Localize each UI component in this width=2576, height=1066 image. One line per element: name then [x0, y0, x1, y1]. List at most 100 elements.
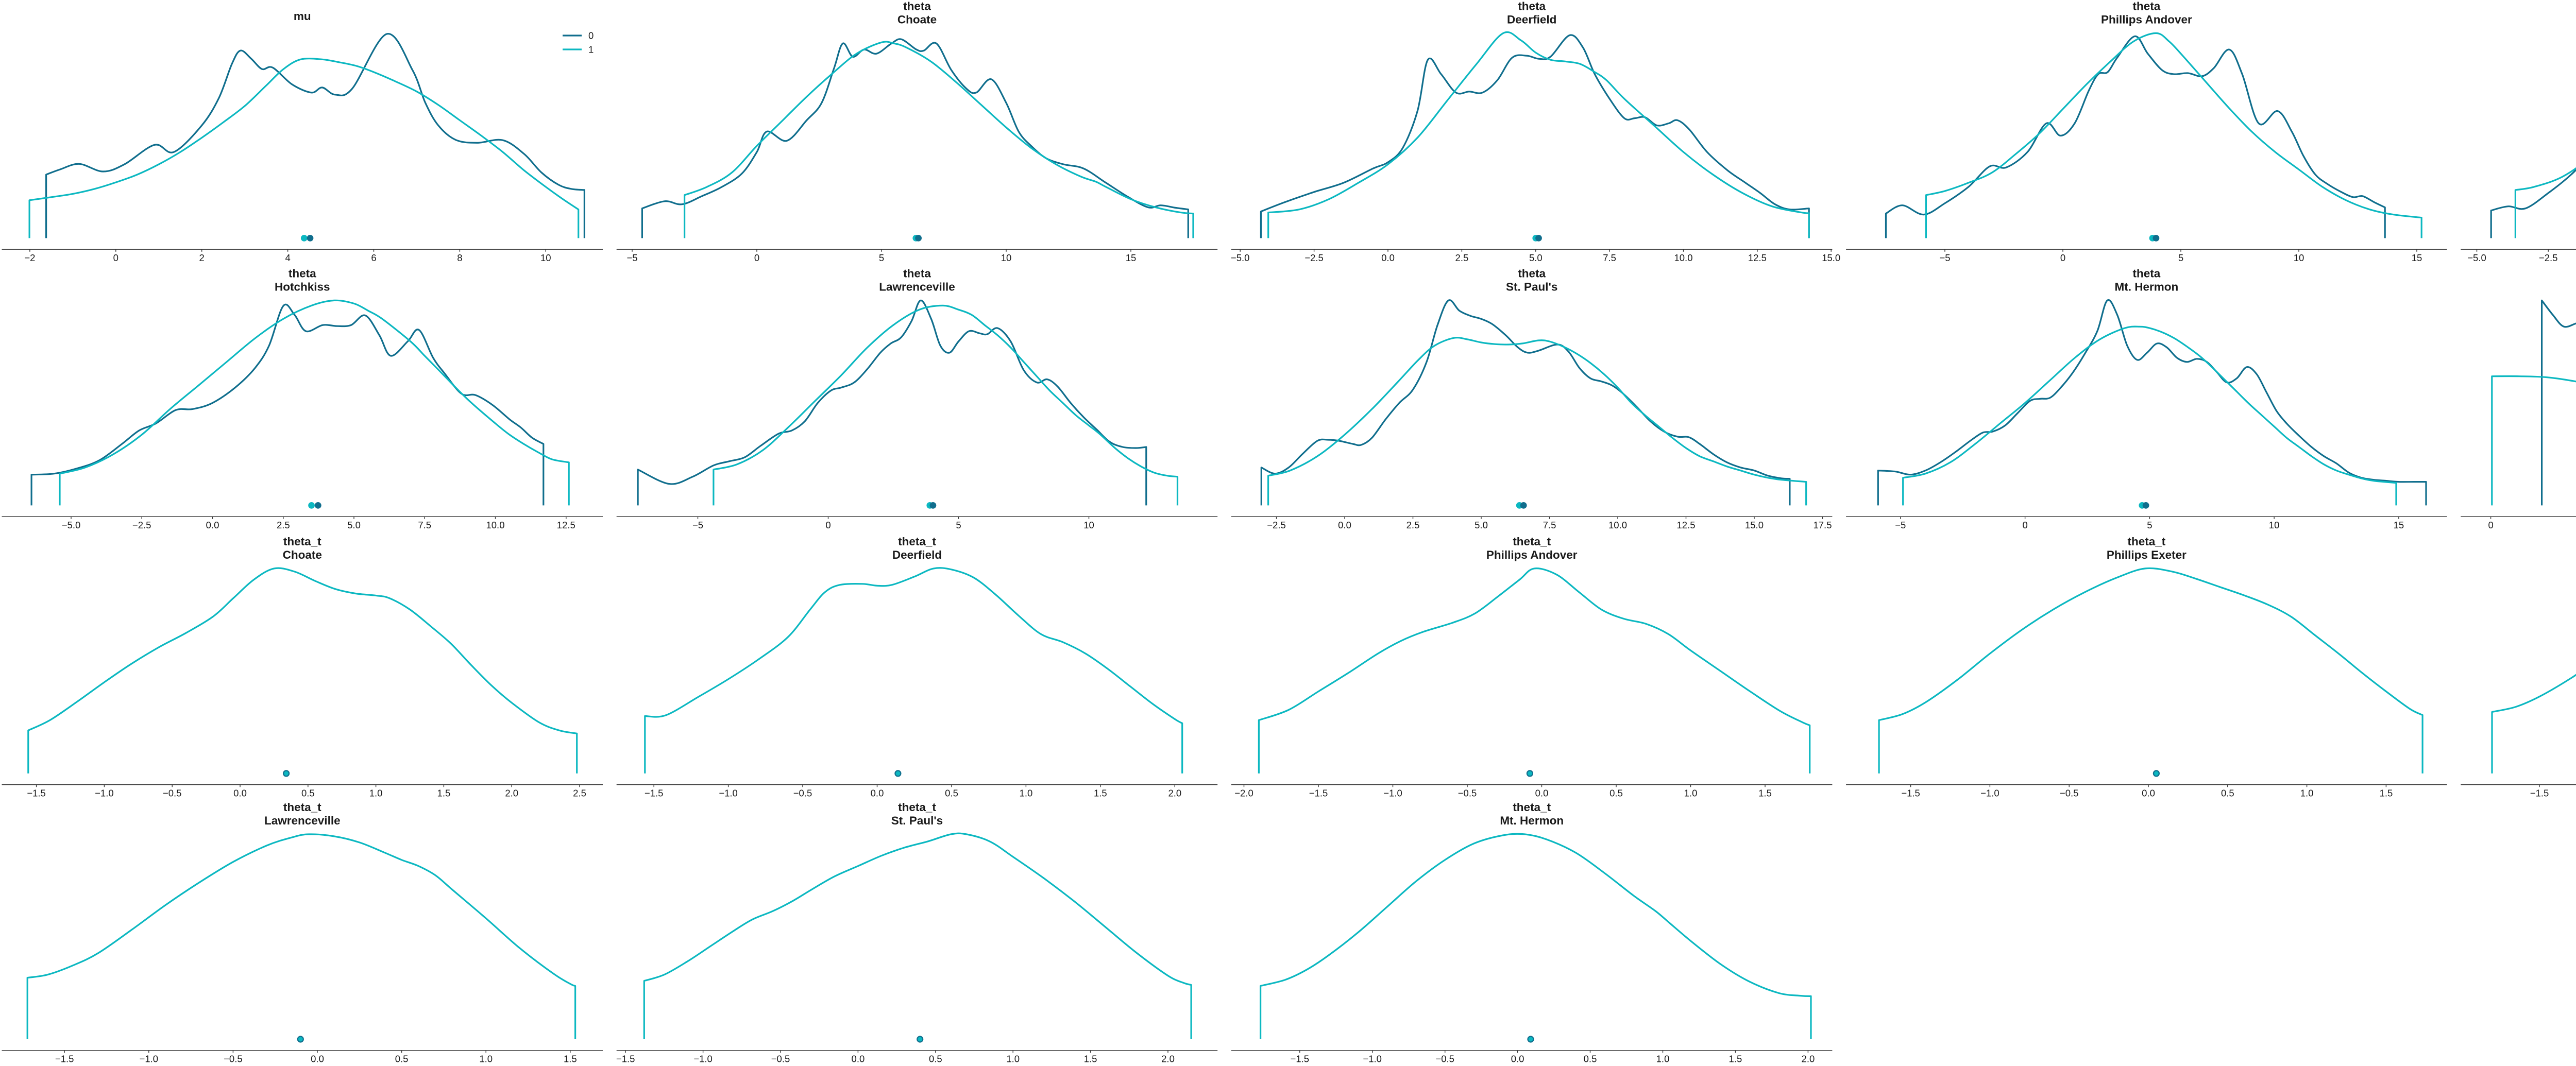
svg-text:17.5: 17.5 — [1813, 520, 1832, 530]
svg-text:St. Paul's: St. Paul's — [1506, 281, 1557, 294]
svg-text:7.5: 7.5 — [1603, 252, 1616, 263]
svg-text:2.5: 2.5 — [277, 520, 290, 530]
svg-text:theta: theta — [903, 0, 931, 13]
svg-text:10: 10 — [540, 252, 551, 263]
svg-text:0.0: 0.0 — [206, 520, 219, 530]
svg-text:1.5: 1.5 — [2380, 788, 2393, 799]
svg-text:12.5: 12.5 — [557, 520, 575, 530]
svg-text:−0.5: −0.5 — [771, 1054, 790, 1064]
svg-text:−1.5: −1.5 — [1309, 788, 1328, 799]
svg-text:−0.5: −0.5 — [2060, 788, 2079, 799]
svg-text:5: 5 — [2147, 520, 2152, 530]
svg-text:10: 10 — [1001, 252, 1012, 263]
svg-text:0.0: 0.0 — [1535, 788, 1549, 799]
svg-text:0: 0 — [113, 252, 118, 263]
svg-text:8: 8 — [457, 252, 462, 263]
svg-text:2.0: 2.0 — [1161, 1054, 1175, 1064]
svg-text:theta_t: theta_t — [283, 535, 321, 548]
svg-text:1.0: 1.0 — [1656, 1054, 1670, 1064]
svg-text:12.5: 12.5 — [1748, 252, 1767, 263]
svg-text:mu: mu — [294, 10, 311, 23]
svg-text:−5: −5 — [1895, 520, 1906, 530]
svg-text:2.5: 2.5 — [573, 788, 586, 799]
svg-text:0.5: 0.5 — [1584, 1054, 1597, 1064]
svg-text:0.5: 0.5 — [945, 788, 958, 799]
svg-text:2.5: 2.5 — [1406, 520, 1420, 530]
svg-text:Deerfield: Deerfield — [892, 548, 942, 561]
svg-text:0.0: 0.0 — [852, 1054, 865, 1064]
svg-text:0: 0 — [588, 30, 594, 41]
svg-text:−5: −5 — [626, 252, 637, 263]
svg-text:0.0: 0.0 — [1511, 1054, 1524, 1064]
svg-text:−1.5: −1.5 — [616, 1054, 635, 1064]
svg-text:Choate: Choate — [897, 13, 937, 26]
svg-text:−1.0: −1.0 — [1383, 788, 1402, 799]
svg-text:0: 0 — [825, 520, 831, 530]
svg-text:−1.5: −1.5 — [1901, 788, 1920, 799]
svg-text:theta: theta — [903, 267, 931, 280]
svg-text:0.5: 0.5 — [395, 1054, 409, 1064]
svg-text:15.0: 15.0 — [1745, 520, 1764, 530]
svg-text:−1.5: −1.5 — [55, 1054, 74, 1064]
svg-text:−1.5: −1.5 — [645, 788, 664, 799]
svg-text:1.0: 1.0 — [369, 788, 383, 799]
svg-text:1.5: 1.5 — [437, 788, 451, 799]
svg-text:1: 1 — [588, 44, 594, 55]
svg-text:5: 5 — [956, 520, 961, 530]
svg-text:7.5: 7.5 — [418, 520, 431, 530]
svg-text:Phillips Andover: Phillips Andover — [1486, 548, 1578, 561]
svg-text:−0.5: −0.5 — [163, 788, 182, 799]
svg-text:0.0: 0.0 — [233, 788, 247, 799]
svg-text:−0.5: −0.5 — [224, 1054, 243, 1064]
svg-text:−2.0: −2.0 — [1234, 788, 1253, 799]
svg-text:theta_t: theta_t — [283, 801, 321, 814]
svg-text:1.0: 1.0 — [479, 1054, 493, 1064]
svg-text:0.0: 0.0 — [1381, 252, 1395, 263]
svg-text:−1.5: −1.5 — [2530, 788, 2549, 799]
svg-text:−1.5: −1.5 — [27, 788, 46, 799]
svg-text:1.5: 1.5 — [1084, 1054, 1097, 1064]
svg-text:6: 6 — [371, 252, 376, 263]
svg-text:0: 0 — [2022, 520, 2027, 530]
svg-text:−5: −5 — [692, 520, 703, 530]
svg-text:15: 15 — [2412, 252, 2422, 263]
svg-text:0.5: 0.5 — [301, 788, 315, 799]
svg-text:−1.0: −1.0 — [140, 1054, 159, 1064]
svg-text:theta: theta — [2133, 267, 2161, 280]
svg-text:0.0: 0.0 — [2142, 788, 2155, 799]
svg-text:theta: theta — [289, 267, 316, 280]
svg-text:0: 0 — [2060, 252, 2065, 263]
svg-text:0.5: 0.5 — [2221, 788, 2234, 799]
svg-text:10: 10 — [2294, 252, 2304, 263]
svg-text:Phillips Andover: Phillips Andover — [2101, 13, 2192, 26]
svg-text:−0.5: −0.5 — [1435, 1054, 1454, 1064]
svg-text:0.0: 0.0 — [311, 1054, 324, 1064]
svg-text:theta_t: theta_t — [898, 801, 936, 814]
svg-text:Mt. Hermon: Mt. Hermon — [2115, 281, 2179, 294]
svg-text:−2.5: −2.5 — [132, 520, 151, 530]
svg-text:−5: −5 — [1939, 252, 1950, 263]
svg-text:12.5: 12.5 — [1676, 520, 1695, 530]
svg-text:2.5: 2.5 — [1455, 252, 1469, 263]
svg-text:−1.0: −1.0 — [693, 1054, 713, 1064]
svg-text:0.5: 0.5 — [1609, 788, 1623, 799]
svg-text:1.0: 1.0 — [2300, 788, 2314, 799]
svg-text:2: 2 — [199, 252, 205, 263]
svg-text:1.0: 1.0 — [1020, 788, 1033, 799]
svg-text:2.0: 2.0 — [505, 788, 518, 799]
svg-text:Choate: Choate — [283, 548, 322, 561]
svg-text:−1.0: −1.0 — [95, 788, 114, 799]
svg-text:theta: theta — [1518, 0, 1546, 13]
svg-text:theta: theta — [1518, 267, 1546, 280]
svg-text:−5.0: −5.0 — [2467, 252, 2486, 263]
svg-text:theta: theta — [2133, 0, 2161, 13]
svg-text:theta_t: theta_t — [1513, 801, 1551, 814]
svg-text:theta_t: theta_t — [1513, 535, 1551, 548]
svg-text:2.0: 2.0 — [1168, 788, 1181, 799]
svg-text:St. Paul's: St. Paul's — [891, 814, 943, 827]
svg-text:−0.5: −0.5 — [793, 788, 812, 799]
svg-text:1.5: 1.5 — [564, 1054, 577, 1064]
svg-text:Phillips Exeter: Phillips Exeter — [2107, 548, 2187, 561]
svg-text:15: 15 — [1126, 252, 1137, 263]
svg-text:15.0: 15.0 — [1822, 252, 1840, 263]
